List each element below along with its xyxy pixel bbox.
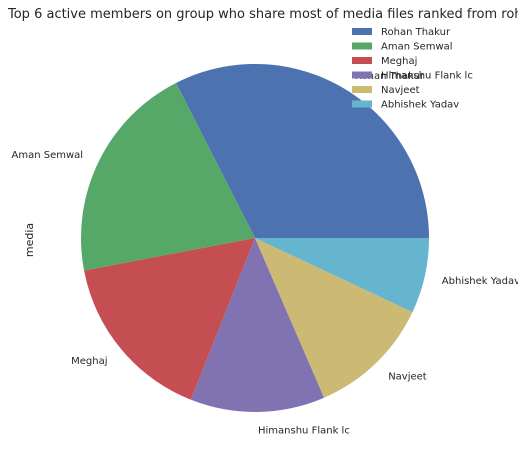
pie-slice-abhishek-yadav	[255, 238, 429, 313]
slice-labels: Rohan Thakur Aman Semwal Meghaj Himanshu Fl…	[12, 71, 518, 437]
legend-label-navjeet: Navjeet	[381, 85, 420, 96]
slice-label-meghaj: Meghaj	[71, 356, 107, 367]
legend: Rohan Thakur Aman Semwal Meghaj Himanshu Fl…	[352, 27, 473, 111]
pie-slice-meghaj	[84, 238, 255, 400]
y-axis-label: media	[23, 223, 36, 257]
legend-swatch-navjeet	[352, 86, 372, 93]
pie-slice-navjeet	[255, 238, 413, 398]
legend-swatch-rohan-thakur	[352, 28, 372, 35]
legend-swatch-abhishek-yadav	[352, 100, 372, 108]
legend-swatch-himanshu-flank-lc	[352, 71, 372, 79]
legend-label-himanshu-flank-lc: Himanshu Flank lc	[381, 71, 473, 82]
legend-label-aman-semwal: Aman Semwal	[381, 42, 453, 53]
pie-slice-aman-semwal	[80, 82, 255, 271]
pie-slices	[80, 63, 429, 412]
legend-swatch-aman-semwal	[352, 42, 372, 50]
legend-label-rohan-thakur: Rohan Thakur	[381, 27, 451, 38]
legend-swatch-meghaj	[352, 57, 372, 64]
pie-slice-himanshu-flank-lc	[190, 238, 325, 412]
slice-label-himanshu-flank-lc: Himanshu Flank lc	[258, 425, 350, 436]
slice-label-navjeet: Navjeet	[388, 371, 427, 382]
legend-label-abhishek-yadav: Abhishek Yadav	[381, 100, 459, 111]
slice-label-rohan-thakur: Rohan Thakur	[355, 71, 425, 82]
slice-label-aman-semwal: Aman Semwal	[12, 150, 84, 161]
chart-title: Top 6 active members on group who share …	[7, 7, 518, 22]
legend-label-meghaj: Meghaj	[381, 56, 417, 67]
slice-label-abhishek-yadav: Abhishek Yadav	[442, 276, 518, 287]
